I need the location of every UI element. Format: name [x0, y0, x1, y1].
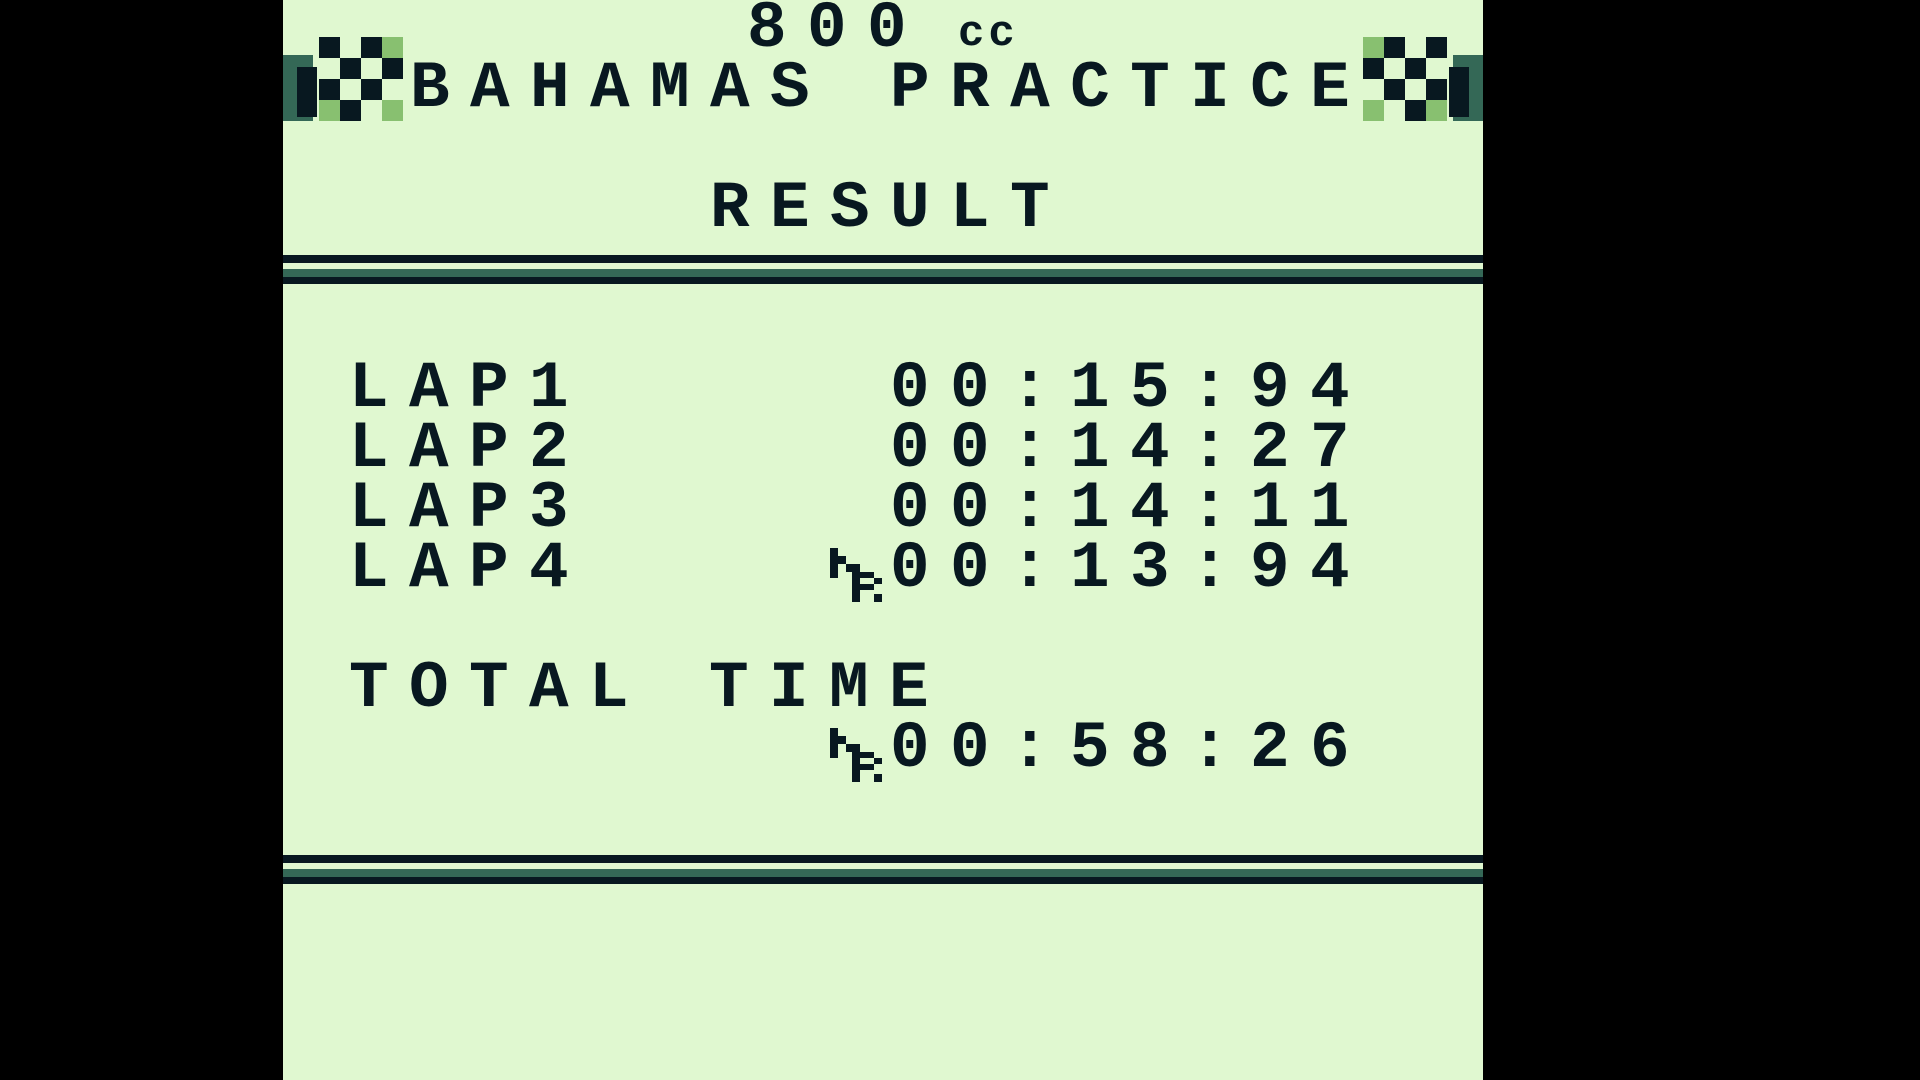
- new-record-icon: [830, 728, 882, 782]
- divider-bottom-mid: [283, 869, 1483, 877]
- lap-label: LAP3: [349, 471, 590, 546]
- lap-time: 00:14:11: [890, 471, 1371, 546]
- engine-class-number: 800: [747, 0, 928, 66]
- lap-label: LAP2: [349, 411, 590, 486]
- divider-top-dark: [283, 277, 1483, 284]
- game-screen: 800 cc BAHAMAS PRACTICE RESULT: [283, 0, 1483, 1080]
- result-title: RESULT: [710, 171, 1071, 246]
- lap-label: LAP1: [349, 351, 590, 426]
- divider-bottom-dark: [283, 877, 1483, 884]
- divider-top-mid: [283, 269, 1483, 277]
- divider-bottom: [283, 855, 1483, 863]
- lap-time: 00:14:27: [890, 411, 1371, 486]
- divider-top: [283, 255, 1483, 263]
- lap-label: LAP4: [349, 531, 590, 606]
- total-time-label: TOTAL TIME: [349, 651, 950, 726]
- new-record-icon: [830, 548, 882, 602]
- course-title: BAHAMAS PRACTICE: [410, 51, 1371, 126]
- lap-time: 00:13:94: [890, 531, 1371, 606]
- total-time-value: 00:58:26: [890, 711, 1371, 786]
- engine-class-unit: cc: [958, 9, 1019, 59]
- checkered-flag-icon: [283, 37, 403, 121]
- checkered-flag-icon: [1363, 37, 1483, 121]
- lap-time: 00:15:94: [890, 351, 1371, 426]
